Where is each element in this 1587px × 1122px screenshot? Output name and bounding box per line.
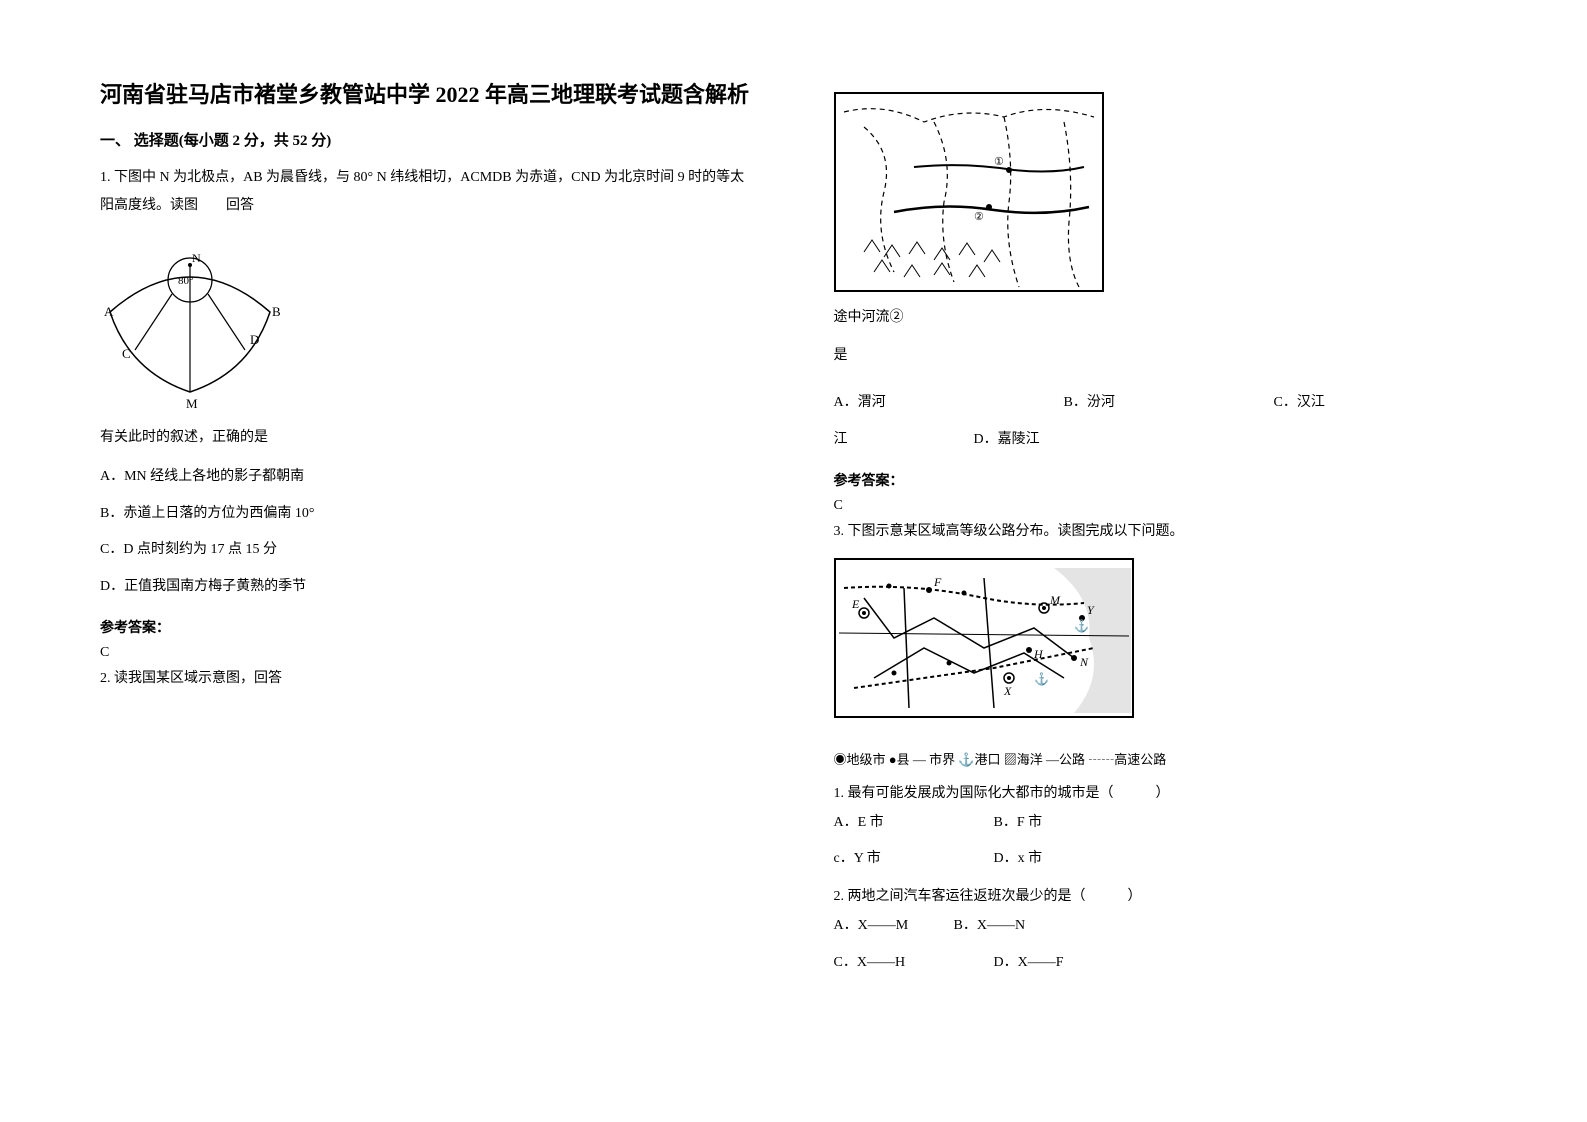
svg-text:X: X <box>1003 684 1012 698</box>
label-deg: 80° <box>178 275 193 287</box>
q3-sub1-d: D．x 市 <box>994 844 1043 875</box>
q3-figure: E F M Y H N X ⚓ ⚓ <box>834 558 1488 768</box>
q1-option-c: C．D 点时刻约为 17 点 15 分 <box>100 535 754 566</box>
q2-figure: ① ② <box>834 92 1488 292</box>
q3-sub2-c: C．X——H <box>834 948 984 979</box>
q1-answer: C <box>100 645 754 661</box>
q1-prompt: 有关此时的叙述，正确的是 <box>100 424 754 452</box>
svg-text:⚓: ⚓ <box>1034 672 1049 686</box>
q3-sub1-c: c．Y 市 <box>834 844 984 875</box>
svg-text:②: ② <box>974 211 984 223</box>
svg-text:M: M <box>1049 593 1061 607</box>
q3-sub2-text: 2. 两地之间汽车客运往返班次最少的是（ ） <box>834 883 1488 911</box>
q2-answer-label: 参考答案： <box>834 470 1488 490</box>
q1-option-d: D．正值我国南方梅子黄熟的季节 <box>100 572 754 603</box>
q1-text: 1. 下图中 N 为北极点，AB 为晨昏线，与 80° N 纬线相切，ACMDB… <box>100 164 754 220</box>
q3-sub2-d: D．X——F <box>994 948 1064 979</box>
q2-option-d: D．嘉陵江 <box>974 425 1040 456</box>
label-N: N <box>192 251 201 265</box>
q3-text: 3. 下图示意某区域高等级公路分布。读图完成以下问题。 <box>834 518 1488 546</box>
q2-option-a: A．渭河 <box>834 388 1054 419</box>
svg-text:F: F <box>933 575 942 589</box>
q2-subtext2: 是 <box>834 342 1488 370</box>
svg-text:⚓: ⚓ <box>1074 619 1089 633</box>
exam-title: 河南省驻马店市褚堂乡教管站中学 2022 年高三地理联考试题含解析 <box>100 80 754 111</box>
right-column: ① ② 途中河流② 是 A．渭河 B．汾河 C．汉江 江 D．嘉陵江 参考答案：… <box>834 80 1488 985</box>
q2-option-c: C．汉江 <box>1274 388 1325 419</box>
q1-option-b: B．赤道上日落的方位为西偏南 10° <box>100 499 754 530</box>
q2-option-c2: 江 <box>834 425 964 456</box>
svg-text:N: N <box>1079 655 1089 669</box>
svg-text:E: E <box>851 597 860 611</box>
q2-option-b: B．汾河 <box>1064 388 1264 419</box>
label-D: D <box>250 332 259 347</box>
q3-sub2-a: A．X——M <box>834 911 944 942</box>
q3-legend: ◉地级市 ●县 — 市界 ⚓港口 ▨海洋 —公路 ┄┄高速公路 <box>834 749 1488 768</box>
label-B: B <box>272 304 280 319</box>
section-header: 一、 选择题(每小题 2 分，共 52 分) <box>100 129 754 150</box>
q2-text: 2. 读我国某区域示意图，回答 <box>100 665 754 693</box>
q1-answer-label: 参考答案： <box>100 617 754 637</box>
svg-text:H: H <box>1033 647 1044 661</box>
svg-text:①: ① <box>994 156 1004 168</box>
q2-subtext1: 途中河流② <box>834 304 1488 332</box>
label-A: A <box>104 304 114 319</box>
q3-sub1-text: 1. 最有可能发展成为国际化大都市的城市是（ ） <box>834 780 1488 808</box>
q1-option-a: A．MN 经线上各地的影子都朝南 <box>100 462 754 493</box>
left-column: 河南省驻马店市褚堂乡教管站中学 2022 年高三地理联考试题含解析 一、 选择题… <box>100 80 754 985</box>
q2-answer: C <box>834 498 1488 514</box>
label-M: M <box>186 396 198 411</box>
q1-figure: N 80° A B C D M <box>100 232 754 412</box>
q3-sub2-b: B．X——N <box>954 911 1026 942</box>
q3-sub1-b: B．F 市 <box>994 808 1043 839</box>
label-C: C <box>122 346 131 361</box>
q3-sub1-a: A．E 市 <box>834 808 984 839</box>
